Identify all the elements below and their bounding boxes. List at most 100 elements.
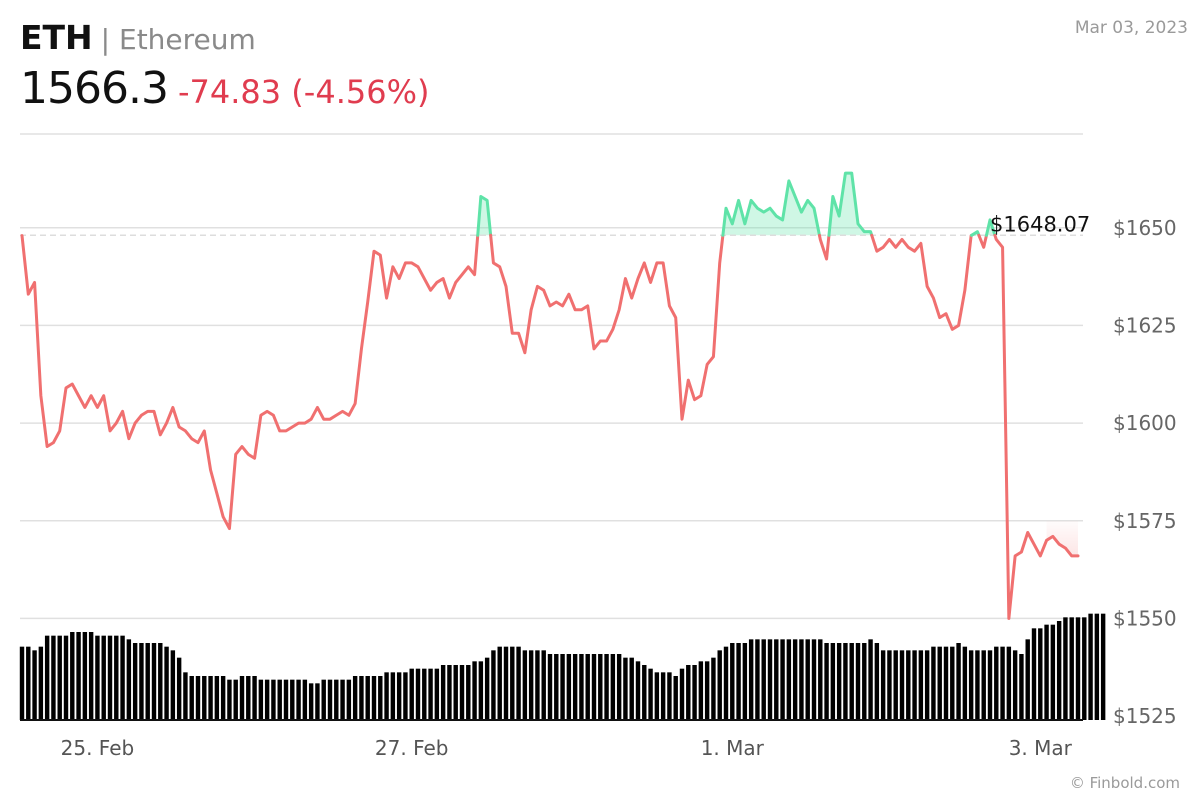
volume-bar — [233, 679, 238, 720]
chart-date: Mar 03, 2023 — [1074, 18, 1188, 38]
line-segment-down — [489, 233, 725, 421]
volume-bar — [277, 679, 282, 720]
volume-bar — [57, 635, 62, 720]
volume-bar — [220, 676, 226, 720]
volume-bar — [679, 668, 685, 720]
volume-bar — [170, 650, 176, 720]
volume-bar — [748, 639, 754, 720]
area-fill-down — [1046, 520, 1078, 556]
volume-bar — [390, 672, 396, 720]
y-tick-label: $1575 — [1113, 509, 1177, 533]
volume-bar — [591, 654, 597, 720]
volume-bar — [440, 665, 446, 720]
volume-bar — [428, 668, 433, 720]
volume-bar — [32, 650, 37, 720]
volume-bar — [887, 650, 892, 720]
volume-bar — [409, 668, 414, 720]
volume-bar — [189, 676, 194, 720]
line-segment-up — [827, 171, 874, 237]
x-axis-ticks: 25. Feb 27. Feb 1. Mar 3. Mar — [61, 736, 1073, 760]
volume-bar — [88, 632, 94, 720]
line-segment-down — [993, 233, 1080, 620]
volume-bar — [585, 654, 590, 720]
volume-bar — [334, 679, 339, 720]
volume-bar — [1082, 617, 1087, 720]
copyright: © Finbold.com — [1069, 774, 1180, 792]
volume-bar — [654, 672, 660, 720]
volume-bar — [962, 646, 968, 720]
volume-bar — [1094, 613, 1100, 720]
volume-bar — [1063, 617, 1068, 720]
volume-bar — [202, 676, 207, 720]
volume-bar — [352, 676, 358, 720]
reference-label: $1648.07 — [990, 212, 1090, 236]
volume-bar — [510, 646, 515, 720]
volume-bar — [1006, 646, 1012, 720]
area-fill-up — [722, 180, 820, 236]
volume-bar — [950, 646, 955, 720]
title-row: ETH | Ethereum — [20, 18, 429, 57]
volume-bar — [862, 643, 867, 720]
volume-bar — [176, 657, 182, 720]
volume-bar — [943, 646, 949, 720]
volume-bar — [667, 672, 672, 720]
line-segment-up — [721, 179, 821, 237]
asset-name: | Ethereum — [100, 23, 256, 56]
volume-bar — [899, 650, 905, 720]
volume-bar — [704, 661, 710, 720]
volume-bar — [459, 665, 465, 720]
volume-bar — [874, 643, 880, 720]
volume-bar — [604, 654, 609, 720]
volume-bar — [26, 646, 31, 720]
volume-bar — [968, 650, 974, 720]
volume-bar — [252, 676, 257, 720]
volume-bar — [145, 643, 150, 720]
line-segment-up — [476, 195, 493, 237]
volume-bar — [572, 654, 578, 720]
volume-bar — [208, 676, 213, 720]
volume-bar — [1031, 628, 1037, 720]
volume-bar — [1038, 628, 1043, 720]
volume-bar — [824, 643, 829, 720]
area-fill-up — [828, 173, 872, 236]
volume-bar — [918, 650, 924, 720]
volume-bar — [415, 668, 421, 720]
volume-bar — [642, 665, 647, 720]
volume-bar — [1012, 650, 1018, 720]
volume-bar — [541, 650, 546, 720]
line-segment-down — [20, 233, 480, 531]
volume-bar — [1025, 639, 1030, 720]
volume-bar — [799, 639, 804, 720]
volume-bar — [70, 632, 75, 720]
volume-bar — [246, 676, 251, 720]
x-tick-label: 1. Mar — [701, 736, 765, 760]
volume-bar — [302, 679, 308, 720]
y-tick-label: $1650 — [1113, 216, 1177, 240]
volume-bar — [792, 639, 798, 720]
volume-bar — [76, 632, 81, 720]
price-row: 1566.3 -74.83 (-4.56%) — [20, 63, 429, 114]
volume-bar — [95, 635, 100, 720]
volume-bar — [912, 650, 917, 720]
line-segment-up — [984, 218, 997, 237]
volume-bar — [692, 665, 697, 720]
price-line — [20, 171, 1080, 620]
volume-bar — [239, 676, 245, 720]
y-tick-label: $1600 — [1113, 411, 1177, 435]
volume-bar — [1056, 621, 1062, 720]
volume-bar — [371, 676, 377, 720]
volume-bar — [767, 639, 773, 720]
grid-lines — [20, 133, 1083, 620]
volume-bar — [711, 657, 716, 720]
volume-bar — [107, 635, 113, 720]
volume-bar — [598, 654, 603, 720]
volume-bar — [422, 668, 427, 720]
volume-bar — [139, 643, 144, 720]
volume-bar — [359, 676, 364, 720]
volume-bar — [264, 679, 270, 720]
volume-bar — [956, 643, 961, 720]
volume-bar — [453, 665, 458, 720]
volume-bar — [1100, 613, 1106, 720]
volume-bar — [610, 654, 616, 720]
volume-bar — [736, 643, 741, 720]
